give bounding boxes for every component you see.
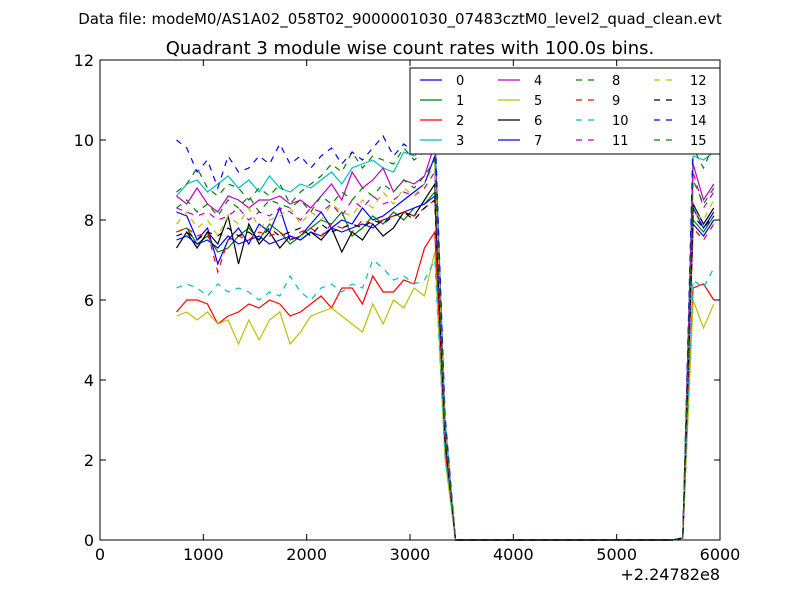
x-offset-label: +2.24782e8 <box>620 565 720 584</box>
y-tick-label: 12 <box>74 51 94 70</box>
x-tick-label: 5000 <box>596 545 637 564</box>
legend-label-14: 14 <box>690 114 707 129</box>
legend-label-7: 7 <box>534 134 542 149</box>
legend-label-1: 1 <box>456 94 464 109</box>
chart-title: Quadrant 3 module wise count rates with … <box>166 38 655 59</box>
series-line-4 <box>176 143 715 541</box>
y-tick-label: 4 <box>84 371 94 390</box>
legend-label-0: 0 <box>456 74 464 89</box>
y-tick-label: 0 <box>84 531 94 550</box>
legend-label-2: 2 <box>456 114 464 129</box>
series-line-1 <box>176 190 715 541</box>
series-line-13 <box>176 198 715 541</box>
series-line-14 <box>176 122 715 541</box>
x-tick-label: 3000 <box>390 545 431 564</box>
legend-label-12: 12 <box>690 74 707 89</box>
x-tick-label: 1000 <box>183 545 224 564</box>
series-line-12 <box>176 161 715 541</box>
series-line-9 <box>176 198 715 541</box>
legend-label-6: 6 <box>534 114 542 129</box>
x-axis: 0 1000 2000 3000 4000 5000 6000 <box>95 60 740 564</box>
series-line-2 <box>176 230 715 541</box>
legend-label-8: 8 <box>612 74 620 89</box>
legend-label-10: 10 <box>612 114 629 129</box>
legend-label-5: 5 <box>534 94 542 109</box>
series-line-8 <box>176 138 715 541</box>
legend-label-4: 4 <box>534 74 542 89</box>
y-tick-label: 6 <box>84 291 94 310</box>
chart-suptitle: Data file: modeM0/AS1A02_058T02_90000010… <box>78 10 722 29</box>
legend-label-11: 11 <box>612 134 629 149</box>
series-line-7 <box>176 194 715 541</box>
x-tick-label: 2000 <box>286 545 327 564</box>
legend-label-13: 13 <box>690 94 707 109</box>
legend-label-3: 3 <box>456 134 464 149</box>
x-tick-label: 6000 <box>700 545 741 564</box>
series-line-10 <box>176 257 715 541</box>
y-tick-label: 8 <box>84 211 94 230</box>
series-line-5 <box>176 251 715 541</box>
series-line-15 <box>176 158 715 541</box>
y-tick-label: 2 <box>84 451 94 470</box>
x-tick-label: 0 <box>95 545 105 564</box>
legend-label-9: 9 <box>612 94 620 109</box>
x-tick-label: 4000 <box>493 545 534 564</box>
y-tick-label: 10 <box>74 131 94 150</box>
legend-label-15: 15 <box>690 134 707 149</box>
plot-lines <box>175 122 715 541</box>
